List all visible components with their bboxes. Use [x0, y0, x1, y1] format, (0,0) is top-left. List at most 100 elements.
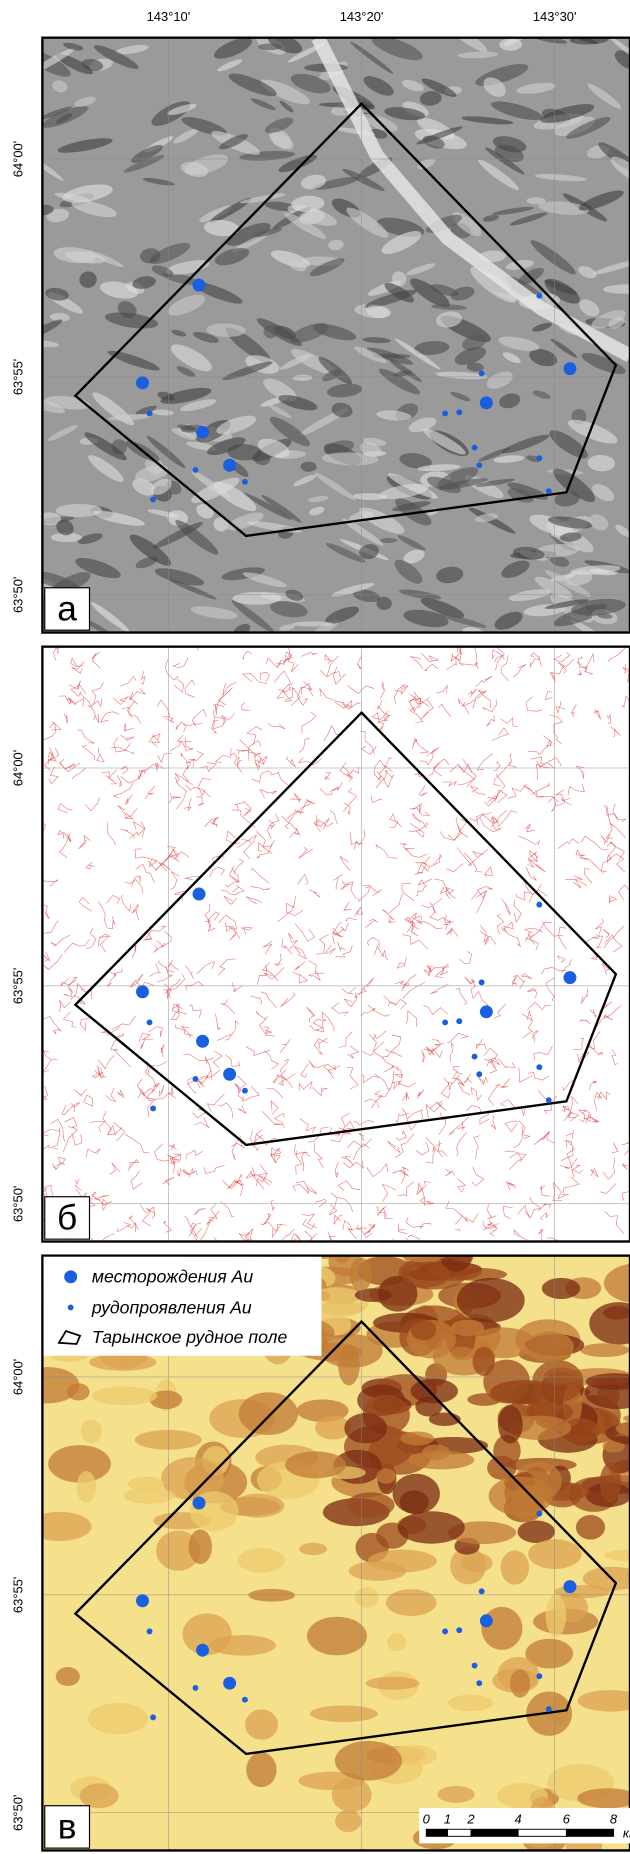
y-tick-label: 63°50' [10, 577, 25, 613]
map-panel [31, 631, 630, 1262]
occurrence [536, 455, 542, 461]
occurrence [479, 1588, 485, 1594]
scale-label: 8 [610, 1811, 618, 1826]
elevation [450, 1347, 474, 1361]
occurrence [536, 1673, 542, 1679]
relief [258, 43, 282, 50]
elevation [400, 1490, 429, 1513]
elevation [461, 1553, 492, 1572]
occurrence [147, 410, 153, 416]
elevation [245, 1709, 278, 1739]
scale-segment [447, 1829, 471, 1836]
elevation [344, 1413, 387, 1443]
y-tick-label: 63°50' [10, 1795, 25, 1831]
deposit [223, 1677, 236, 1690]
occurrence [479, 370, 485, 376]
scale-label: 4 [515, 1811, 522, 1826]
y-tick-label: 63°55' [10, 1577, 25, 1613]
scale-label: 1 [444, 1811, 451, 1826]
occurrence [442, 410, 448, 416]
occurrence [442, 1628, 448, 1634]
panel-letter: в [58, 1808, 77, 1847]
deposit [563, 1580, 576, 1593]
occurrence [536, 1064, 542, 1070]
elevation [368, 1550, 437, 1573]
map-figure: 143°10'143°20'143°30'64°00'63°55'63°50'а… [0, 0, 630, 1854]
y-tick-label: 63°55' [10, 359, 25, 395]
elevation [498, 1405, 523, 1443]
occurrence [242, 1088, 248, 1094]
elevation [483, 1360, 530, 1404]
elevation [366, 1677, 420, 1690]
occurrence [536, 293, 542, 299]
elevation [248, 1589, 295, 1602]
elevation [401, 1261, 450, 1287]
x-tick-label: 143°30' [533, 9, 577, 24]
occurrence [193, 467, 199, 473]
deposit [223, 459, 236, 472]
legend-label: месторождения Au [92, 1267, 253, 1287]
occurrence [150, 496, 156, 502]
elevation [88, 1703, 148, 1735]
scale-label: 0 [423, 1811, 431, 1826]
elevation [546, 1594, 567, 1636]
scale-segment [566, 1829, 613, 1836]
elevation [437, 1786, 474, 1803]
legend-deposit [64, 1270, 77, 1283]
occurrence [472, 1663, 478, 1669]
contour-base [42, 647, 630, 1242]
y-tick-label: 64°00' [10, 750, 25, 786]
elevation [377, 1469, 396, 1484]
occurrence [150, 1714, 156, 1720]
panel-letter: б [57, 1199, 77, 1238]
elevation [355, 1587, 379, 1608]
elevation [56, 1667, 80, 1686]
map-panel [18, 21, 630, 646]
elevation [542, 1278, 580, 1299]
scale-unit: км [623, 1826, 630, 1841]
elevation [400, 1431, 434, 1445]
deposit [193, 888, 206, 901]
deposit [196, 426, 209, 439]
elevation [246, 1752, 276, 1787]
elevation [510, 1669, 530, 1697]
elevation [310, 1705, 378, 1722]
elevation [386, 1589, 437, 1616]
occurrence [472, 445, 478, 451]
x-tick-label: 143°10' [147, 9, 191, 24]
deposit [196, 1035, 209, 1048]
occurrence [476, 462, 482, 468]
deposit [480, 396, 493, 409]
occurrence [193, 1685, 199, 1691]
deposit [480, 1614, 493, 1627]
elevation [532, 1360, 583, 1402]
elevation [335, 1741, 402, 1781]
scale-segment [426, 1829, 447, 1836]
elevation [332, 1778, 372, 1812]
elevation [128, 1477, 165, 1491]
elevation [580, 1343, 629, 1357]
elevation [448, 1695, 493, 1712]
elevation [411, 1379, 458, 1404]
occurrence [442, 1019, 448, 1025]
contour [317, 635, 328, 647]
scale-segment [471, 1829, 518, 1836]
elevation [239, 1392, 298, 1435]
elevation [481, 1607, 522, 1650]
occurrence [546, 1097, 552, 1103]
elevation [338, 1344, 360, 1385]
elevation [457, 1278, 525, 1322]
elevation [600, 1463, 621, 1503]
elevation [335, 1810, 361, 1832]
deposit [196, 1644, 209, 1657]
occurrence [147, 1628, 153, 1634]
occurrence [546, 488, 552, 494]
x-tick-label: 143°20' [340, 9, 384, 24]
occurrence [476, 1071, 482, 1077]
deposit [136, 1594, 149, 1607]
elevation [576, 1515, 605, 1540]
elevation [328, 1247, 361, 1276]
occurrence [150, 1105, 156, 1111]
elevation [237, 1548, 284, 1573]
occurrence [536, 902, 542, 908]
